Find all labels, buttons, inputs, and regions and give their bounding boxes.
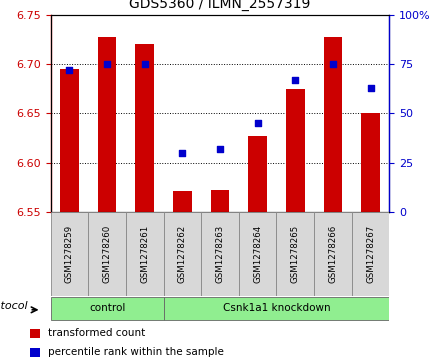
Text: Csnk1a1 knockdown: Csnk1a1 knockdown	[223, 303, 330, 313]
Bar	[51, 297, 164, 320]
Bar	[30, 329, 40, 338]
Bar	[314, 212, 352, 296]
Bar	[88, 212, 126, 296]
Point	[254, 121, 261, 126]
Text: protocol: protocol	[0, 301, 28, 311]
Bar	[201, 212, 239, 296]
Text: GSM1278264: GSM1278264	[253, 225, 262, 283]
Text: percentile rank within the sample: percentile rank within the sample	[48, 347, 224, 357]
Bar	[60, 69, 79, 212]
Bar	[30, 347, 40, 357]
Bar	[361, 114, 380, 212]
Point	[141, 61, 148, 67]
Bar	[239, 212, 276, 296]
Bar	[286, 89, 305, 212]
Bar	[136, 44, 154, 212]
Text: GSM1278262: GSM1278262	[178, 225, 187, 283]
Point	[216, 146, 224, 152]
Text: control: control	[89, 303, 125, 313]
Bar	[352, 212, 389, 296]
Text: GSM1278263: GSM1278263	[216, 225, 224, 283]
Bar	[51, 212, 88, 296]
Bar	[164, 297, 389, 320]
Text: GSM1278267: GSM1278267	[366, 225, 375, 283]
Bar	[126, 212, 164, 296]
Text: GSM1278261: GSM1278261	[140, 225, 149, 283]
Text: GSM1278265: GSM1278265	[291, 225, 300, 283]
Point	[292, 77, 299, 83]
Point	[367, 85, 374, 91]
Bar	[211, 189, 229, 212]
Text: GSM1278259: GSM1278259	[65, 225, 74, 283]
Bar	[276, 212, 314, 296]
Bar	[323, 37, 342, 212]
Point	[103, 61, 110, 67]
Point	[66, 67, 73, 73]
Bar	[173, 191, 192, 212]
Point	[330, 61, 337, 67]
Bar	[248, 136, 267, 212]
Text: GSM1278266: GSM1278266	[328, 225, 337, 283]
Bar	[164, 212, 201, 296]
Bar	[98, 37, 117, 212]
Text: GSM1278260: GSM1278260	[103, 225, 112, 283]
Point	[179, 150, 186, 156]
Title: GDS5360 / ILMN_2557319: GDS5360 / ILMN_2557319	[129, 0, 311, 11]
Text: transformed count: transformed count	[48, 329, 145, 338]
